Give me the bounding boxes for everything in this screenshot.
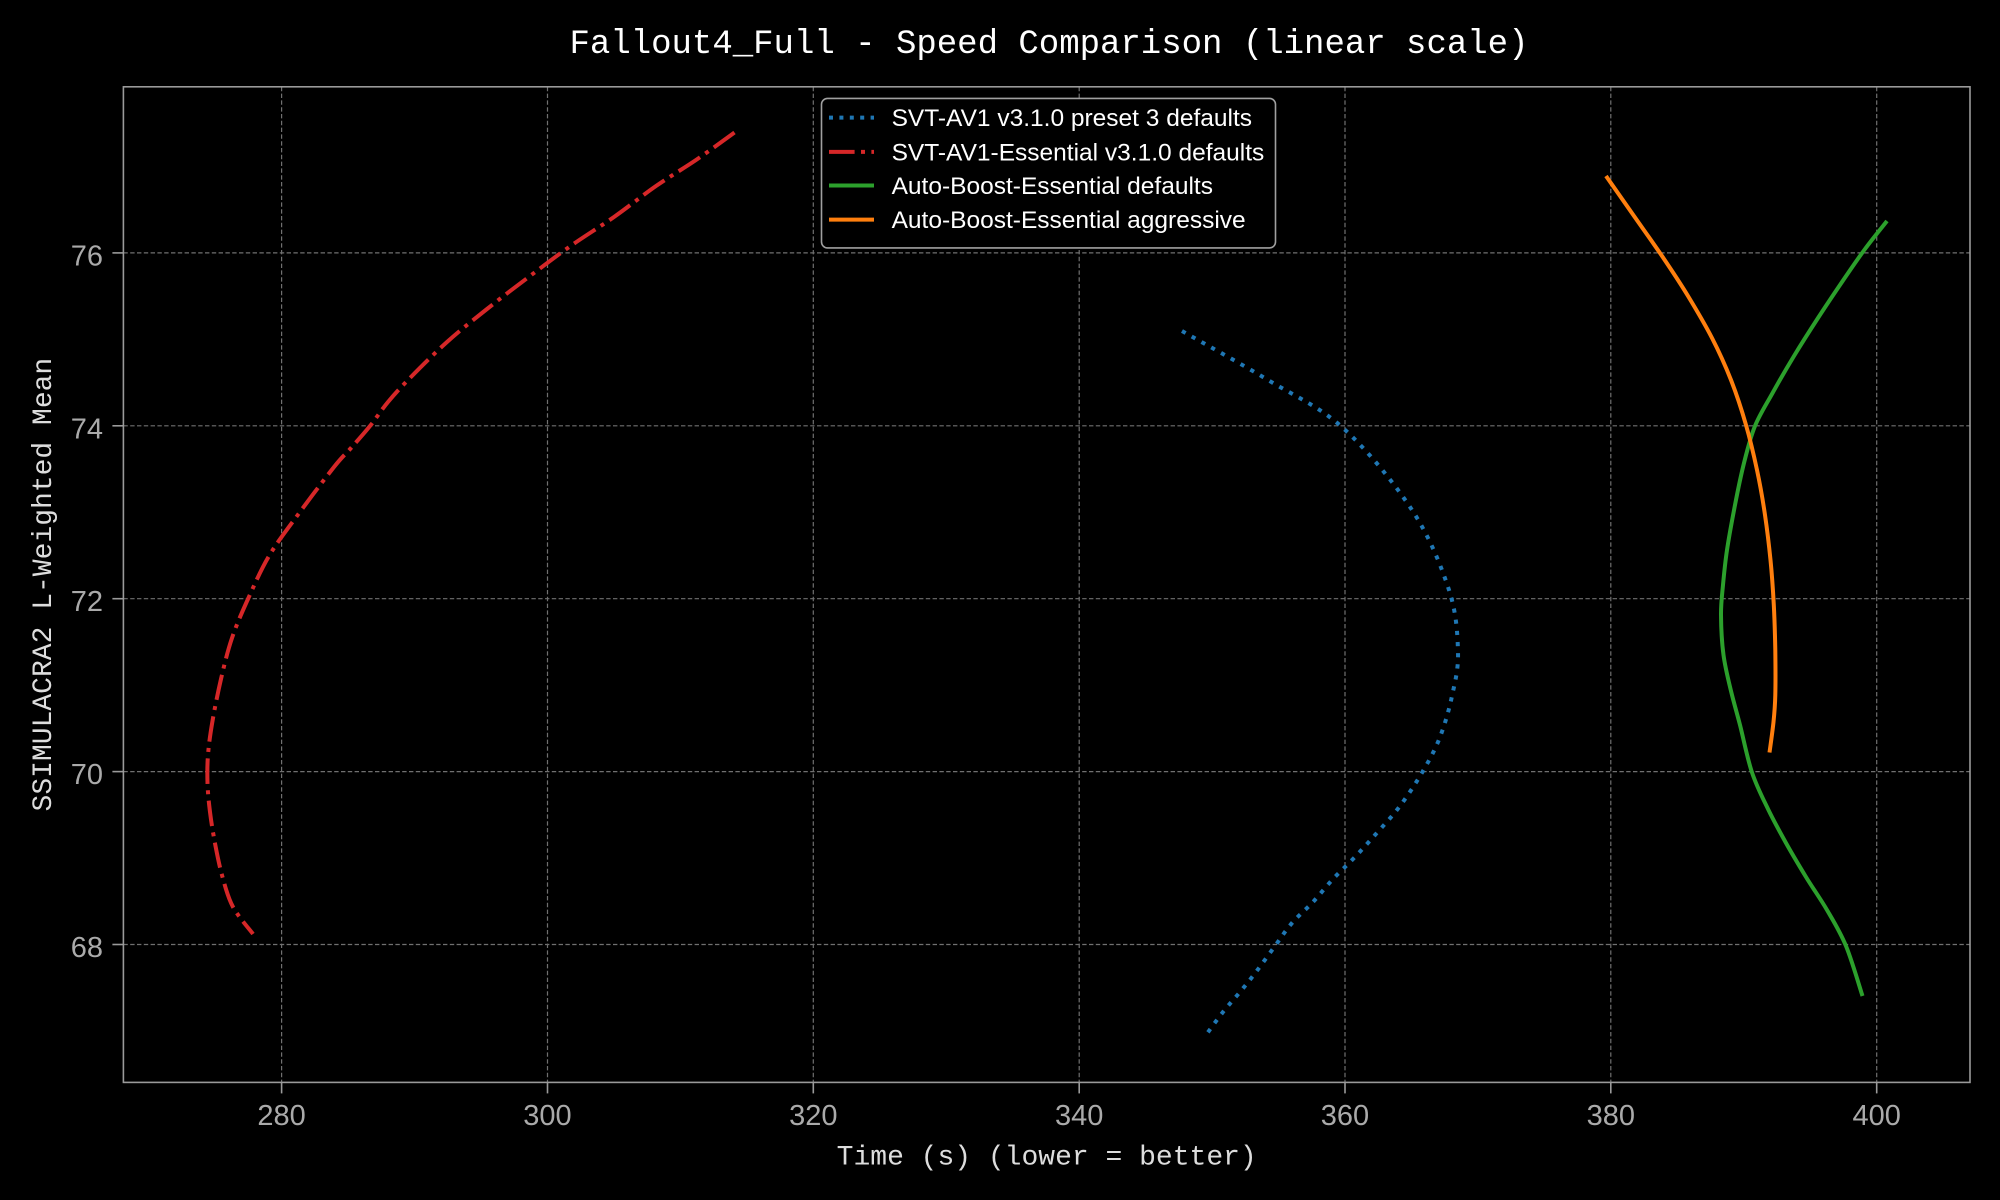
svg-text:280: 280 xyxy=(257,1100,305,1132)
svg-text:340: 340 xyxy=(1055,1100,1103,1132)
svg-text:Auto-Boost-Essential aggressiv: Auto-Boost-Essential aggressive xyxy=(892,207,1246,234)
svg-text:400: 400 xyxy=(1853,1100,1901,1132)
svg-text:70: 70 xyxy=(71,759,103,791)
svg-text:SVT-AV1-Essential v3.1.0 defau: SVT-AV1-Essential v3.1.0 defaults xyxy=(892,140,1265,167)
svg-text:360: 360 xyxy=(1321,1100,1369,1132)
svg-text:72: 72 xyxy=(71,586,103,618)
svg-text:Fallout4_Full - Speed Comparis: Fallout4_Full - Speed Comparison (linear… xyxy=(570,26,1529,64)
svg-text:74: 74 xyxy=(71,413,103,445)
svg-text:SSIMULACRA2 L-Weighted Mean: SSIMULACRA2 L-Weighted Mean xyxy=(29,358,60,812)
svg-text:Time (s) (lower = better): Time (s) (lower = better) xyxy=(837,1143,1257,1174)
svg-text:68: 68 xyxy=(71,932,103,964)
svg-text:300: 300 xyxy=(523,1100,571,1132)
svg-text:380: 380 xyxy=(1587,1100,1635,1132)
svg-text:Auto-Boost-Essential defaults: Auto-Boost-Essential defaults xyxy=(892,173,1213,200)
svg-text:SVT-AV1 v3.1.0 preset 3 defaul: SVT-AV1 v3.1.0 preset 3 defaults xyxy=(892,105,1252,132)
svg-text:320: 320 xyxy=(789,1100,837,1132)
svg-text:76: 76 xyxy=(71,240,103,272)
